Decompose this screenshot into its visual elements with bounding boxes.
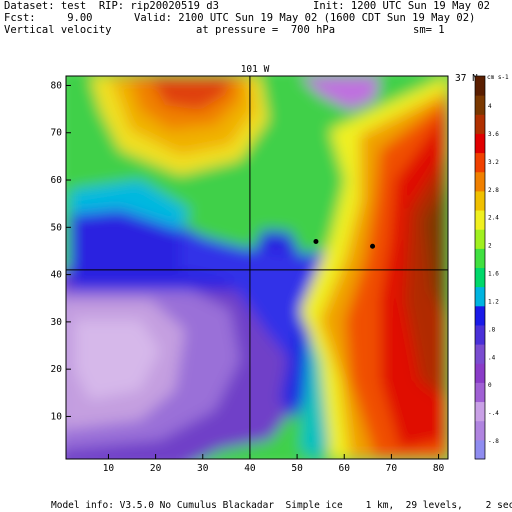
colorbar-label: -.8 bbox=[488, 438, 499, 445]
x-tick-label: 20 bbox=[150, 463, 162, 474]
colorbar-label: .4 bbox=[488, 354, 496, 361]
pressure-level-label: at pressure = 700 hPa bbox=[196, 24, 336, 36]
colorbar-swatch bbox=[475, 229, 485, 249]
colorbar-swatch bbox=[475, 152, 485, 173]
colorbar-swatch bbox=[475, 324, 485, 345]
station-marker bbox=[313, 238, 319, 244]
colorbar-swatch bbox=[475, 171, 485, 192]
colorbar-swatch bbox=[475, 286, 485, 307]
colorbar-swatch bbox=[475, 401, 485, 422]
y-tick-label: 70 bbox=[51, 128, 63, 139]
colorbar-swatch bbox=[475, 267, 485, 288]
y-tick-label: 30 bbox=[51, 317, 63, 328]
colorbar-label: 3.2 bbox=[488, 159, 499, 166]
colorbar-swatch bbox=[475, 133, 485, 154]
colorbar-label: 2.8 bbox=[488, 187, 499, 194]
crosshair bbox=[66, 76, 448, 459]
x-tick-label: 80 bbox=[433, 463, 445, 474]
colorbar-label: 2 bbox=[488, 243, 492, 250]
colorbar-swatch bbox=[475, 190, 485, 211]
x-tick-label: 50 bbox=[291, 463, 303, 474]
x-tick-label: 40 bbox=[244, 463, 256, 474]
colorbar-swatch bbox=[475, 420, 485, 441]
colorbar-swatch bbox=[475, 382, 485, 403]
colorbar-units-label: cm s-1 bbox=[487, 74, 509, 81]
y-axis: 10 20 30 40 50 60 70 80 bbox=[51, 80, 71, 422]
colorbar-swatch bbox=[475, 363, 485, 383]
y-tick-label: 20 bbox=[51, 364, 63, 375]
colorbar-label: 1.6 bbox=[488, 271, 499, 278]
colorbar-swatch bbox=[475, 210, 485, 230]
colorbar-label: 3.6 bbox=[488, 131, 499, 138]
x-tick-label: 70 bbox=[386, 463, 398, 474]
colorbar-label: .8 bbox=[488, 326, 496, 333]
latitude-label: 37 N bbox=[455, 73, 478, 84]
colorbar-swatch bbox=[475, 114, 485, 134]
station-markers bbox=[313, 238, 376, 249]
init-time-label: Init: 1200 UTC Sun 19 May 02 bbox=[313, 0, 491, 12]
colorbar-frame bbox=[474, 75, 486, 460]
x-tick-label: 30 bbox=[197, 463, 209, 474]
colorbar-label: 2.4 bbox=[488, 215, 499, 222]
colorbar-swatch bbox=[475, 248, 485, 268]
y-tick-label: 40 bbox=[51, 270, 63, 281]
vertical-velocity-field bbox=[66, 76, 448, 459]
station-marker bbox=[370, 243, 376, 249]
y-tick-label: 50 bbox=[51, 222, 63, 233]
colorbar-swatch bbox=[475, 76, 485, 96]
x-axis: 10 20 30 40 50 60 70 80 bbox=[103, 454, 445, 474]
y-tick-label: 60 bbox=[51, 175, 63, 186]
smoothing-label: sm= 1 bbox=[413, 24, 445, 36]
colorbar-swatch bbox=[475, 439, 485, 460]
x-tick-label: 10 bbox=[103, 463, 115, 474]
forecast-hour-label: Fcst: 9.00 bbox=[4, 12, 93, 24]
valid-time-label: Valid: 2100 UTC Sun 19 May 02 (1600 CDT … bbox=[134, 12, 476, 24]
x-tick-label: 60 bbox=[339, 463, 351, 474]
dataset-label: Dataset: test RIP: rip20020519 d3 bbox=[4, 0, 219, 12]
colorbar-label: 4 bbox=[488, 103, 492, 110]
y-tick-label: 10 bbox=[51, 411, 63, 422]
colorbar-swatch bbox=[475, 95, 485, 115]
field-name-label: Vertical velocity bbox=[4, 24, 112, 36]
plot-frame bbox=[65, 75, 449, 460]
y-tick-label: 80 bbox=[51, 80, 63, 91]
longitude-label: 101 W bbox=[241, 64, 270, 75]
colorbar-label: 0 bbox=[488, 382, 492, 389]
colorbar-swatch bbox=[475, 305, 485, 326]
colorbar-label: 1.2 bbox=[488, 298, 499, 305]
colorbar: -.8 -.4 0 .4 .8 1.2 1.6 2 2.4 2.8 3.2 3.6 4 bbox=[474, 75, 499, 460]
model-info-footer: Model info: V3.5.0 No Cumulus Blackadar … bbox=[51, 500, 512, 511]
colorbar-swatch bbox=[475, 344, 485, 364]
colorbar-label: -.4 bbox=[488, 410, 499, 417]
